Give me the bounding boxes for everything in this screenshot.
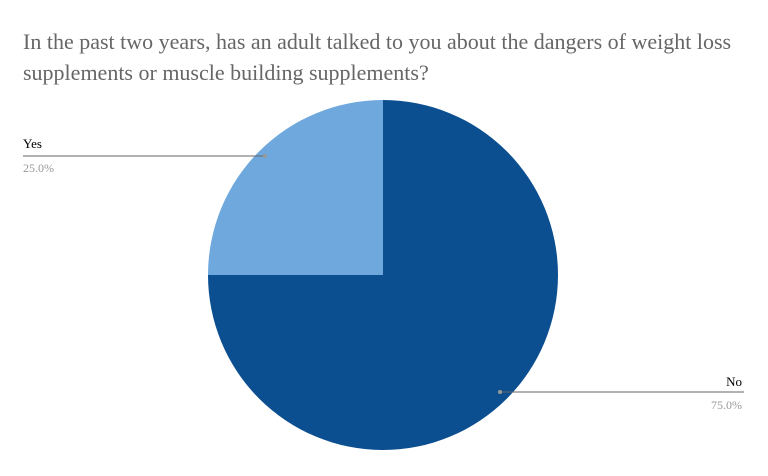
leader-dot-yes: [263, 154, 267, 158]
chart-title: In the past two years, has an adult talk…: [23, 29, 732, 85]
slice-percent-no: 75.0%: [711, 398, 742, 412]
slice-label-yes: Yes: [23, 136, 42, 151]
pie-slice-yes: [208, 100, 383, 275]
slice-percent-yes: 25.0%: [23, 161, 54, 175]
leader-dot-no: [498, 390, 502, 394]
slice-label-no: No: [726, 374, 742, 389]
